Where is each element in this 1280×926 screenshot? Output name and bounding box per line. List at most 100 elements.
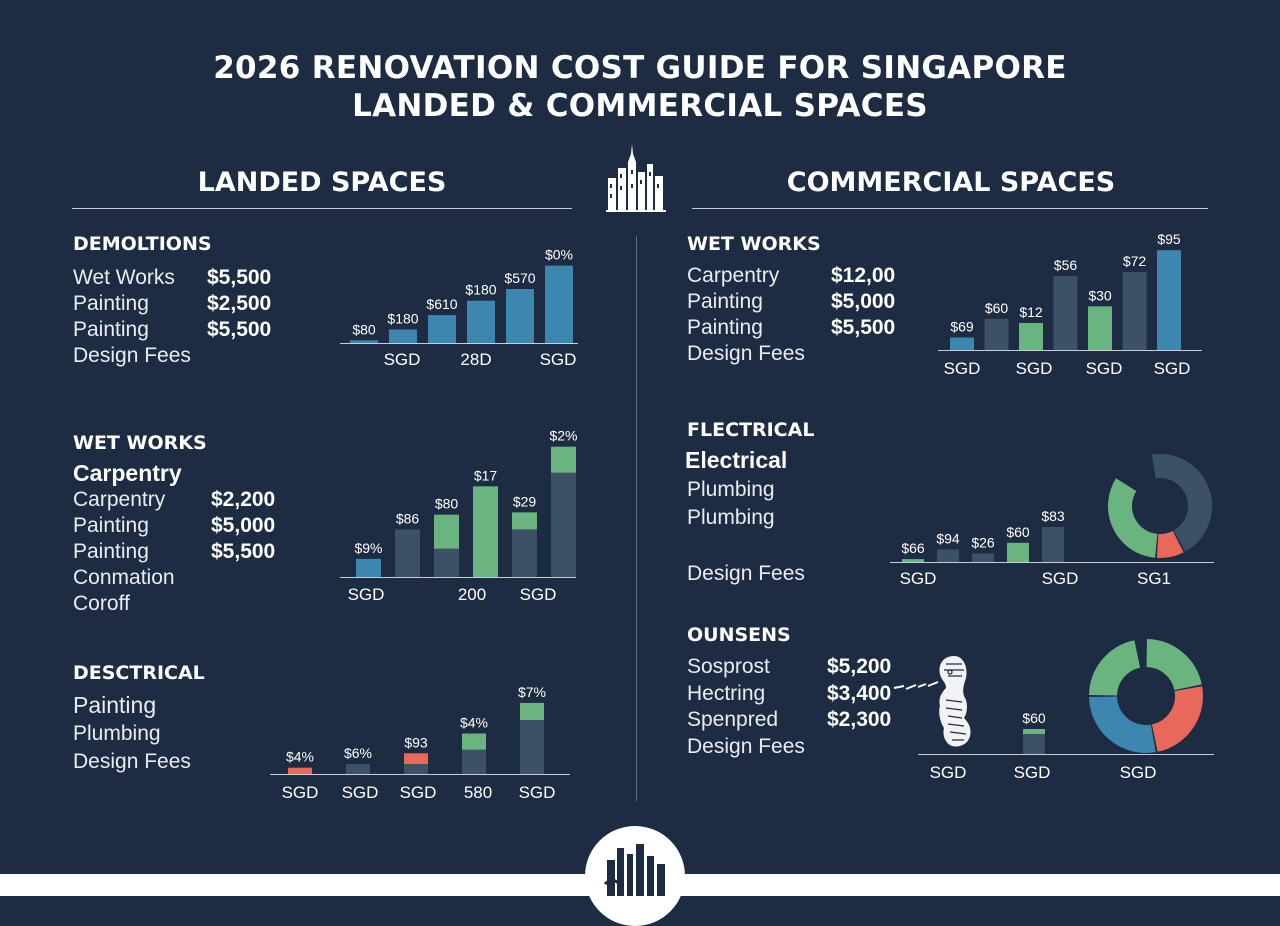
bar-value-label: $570 bbox=[504, 270, 535, 286]
chart-bar bbox=[512, 512, 537, 530]
commercial-block1-item-label: Painting bbox=[687, 316, 763, 339]
bar-value-label: $94 bbox=[936, 531, 960, 547]
bar-value-label: $60 bbox=[1006, 524, 1030, 540]
commercial-block3-item-value: $3,400 bbox=[827, 682, 892, 705]
landed-block3-category: DESCTRICAL bbox=[73, 662, 205, 684]
tick-label: SGD bbox=[1154, 359, 1191, 378]
bar-value-label: $29 bbox=[513, 493, 537, 509]
commercial-block1-item-label: Design Fees bbox=[687, 342, 805, 365]
bar-value-label: $9% bbox=[354, 540, 382, 556]
commercial-heading: COMMERCIAL SPACES bbox=[786, 167, 1116, 198]
chart-bar bbox=[356, 558, 381, 577]
bar-value-label: $0% bbox=[545, 247, 573, 263]
tick-label: SGD bbox=[519, 783, 556, 802]
tick-label: SGD bbox=[520, 585, 557, 604]
donut-slice bbox=[1108, 478, 1159, 558]
bar-value-label: $93 bbox=[404, 734, 428, 750]
chart-bar bbox=[984, 318, 1009, 350]
chart-bar bbox=[395, 529, 420, 577]
bar-value-label: $80 bbox=[352, 321, 376, 337]
chart-bar bbox=[1088, 306, 1112, 350]
landed-block2-item-label: Coroff bbox=[73, 592, 130, 615]
donut-slice bbox=[1151, 454, 1212, 552]
chart-bar bbox=[1042, 526, 1064, 562]
chart-bar bbox=[473, 486, 498, 577]
landed-block1-item-value: $2,500 bbox=[207, 292, 272, 315]
donut-slice bbox=[1151, 686, 1203, 752]
merlion-icon bbox=[893, 656, 971, 747]
bar-value-label: $66 bbox=[901, 540, 925, 556]
chart-bar bbox=[462, 733, 486, 750]
bar-value-label: $26 bbox=[971, 534, 995, 550]
city-skyline-icon bbox=[606, 144, 666, 212]
chart-bar bbox=[350, 340, 378, 343]
tick-label: SGD bbox=[944, 359, 981, 378]
landed-block2-item-label: Conmation bbox=[73, 566, 175, 589]
tick-label: SGD bbox=[348, 585, 385, 604]
bar-value-label: $4% bbox=[286, 749, 314, 765]
commercial-chart-1: $69 $60 $12 $56 $30 $72 $95 SGD SGD SGD SGD bbox=[938, 231, 1202, 378]
bar-value-label: $6% bbox=[344, 745, 372, 761]
tick-label: SGD bbox=[1014, 763, 1051, 782]
tick-label: SGD bbox=[1120, 763, 1157, 782]
tick-label: SGD bbox=[540, 350, 577, 369]
landed-divider bbox=[72, 208, 572, 209]
bar-value-label: $180 bbox=[387, 311, 418, 327]
landed-block2-subheading: Carpentry bbox=[73, 460, 182, 486]
bar-value-label: $4% bbox=[460, 715, 488, 731]
landed-block1-item-value: $5,500 bbox=[207, 266, 272, 289]
chart-bar bbox=[1157, 250, 1181, 350]
chart-bar bbox=[1053, 276, 1078, 350]
bar-value-label: $17 bbox=[474, 467, 498, 483]
bar-value-label: $72 bbox=[1123, 253, 1147, 269]
chart-bar bbox=[506, 289, 534, 343]
bar-value-label: $86 bbox=[396, 510, 420, 526]
commercial-block1-item-label: Painting bbox=[687, 290, 763, 313]
chart-bar bbox=[520, 720, 544, 774]
landed-block1-item-label: Painting bbox=[73, 318, 149, 341]
landed-block1-category: DEMOLTIONS bbox=[73, 233, 212, 255]
chart-bar bbox=[462, 749, 486, 774]
chart-bar bbox=[1019, 322, 1043, 350]
landed-block1-item-label: Design Fees bbox=[73, 344, 191, 367]
commercial-block2-item-label: Design Fees bbox=[687, 562, 805, 585]
landed-block1-item-label: Wet Works bbox=[73, 266, 175, 289]
tick-label: SGD bbox=[900, 569, 937, 588]
commercial-divider bbox=[692, 208, 1208, 209]
commercial-block1-item-value: $5,000 bbox=[831, 290, 896, 313]
landed-block3-item-label: Plumbing bbox=[73, 722, 161, 745]
commercial-block3-item-label: Spenpred bbox=[687, 708, 779, 731]
chart-bar bbox=[434, 514, 459, 549]
tick-label: SGD bbox=[400, 783, 437, 802]
tick-label: 200 bbox=[458, 585, 486, 604]
chart-bar bbox=[404, 764, 428, 774]
tick-label: 580 bbox=[464, 783, 492, 802]
chart-bar bbox=[389, 329, 417, 343]
bar-value-label: $60 bbox=[985, 300, 1009, 316]
tick-label: 28D bbox=[460, 350, 491, 369]
commercial-block1-category: WET WORKS bbox=[687, 233, 821, 255]
tick-label: SGD bbox=[282, 783, 319, 802]
commercial-block2-item-label: Plumbing bbox=[687, 478, 775, 501]
chart-bar bbox=[551, 446, 576, 473]
landed-block3-subheading: Painting bbox=[73, 692, 157, 718]
landed-heading: LANDED SPACES bbox=[197, 167, 447, 198]
commercial-block3-item-label: Design Fees bbox=[687, 735, 805, 758]
commercial-block3-category: OUNSENS bbox=[687, 624, 791, 646]
bar-value-label: $610 bbox=[426, 296, 457, 312]
donut-slice bbox=[1089, 640, 1141, 697]
landed-chart-3: $4% $6% $93 $4% $7% SGD SGD SGD 580 SGD bbox=[270, 684, 570, 802]
bar-value-label: $80 bbox=[435, 496, 459, 512]
chart-bar bbox=[467, 300, 495, 343]
bar-value-label: $95 bbox=[1157, 231, 1181, 247]
bar-value-label: $7% bbox=[518, 684, 546, 700]
commercial-block1-item-value: $12,00 bbox=[831, 264, 896, 287]
landed-block2-item-value: $5,500 bbox=[211, 540, 276, 563]
tick-label: SG1 bbox=[1137, 569, 1171, 588]
commercial-block2-subheading: Electrical bbox=[685, 447, 788, 473]
landed-block1-item-value: $5,500 bbox=[207, 318, 272, 341]
commercial-block3-item-label: Sosprost bbox=[687, 655, 770, 678]
commercial-block3-item-label: Hectring bbox=[687, 682, 766, 705]
commercial-block2-category: FLECTRICAL bbox=[687, 419, 815, 441]
chart-bar bbox=[428, 315, 456, 343]
